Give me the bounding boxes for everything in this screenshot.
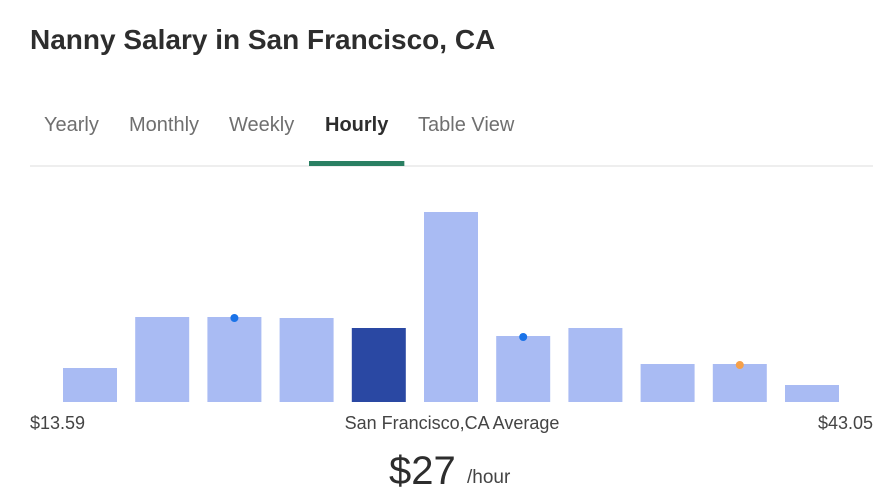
marker-dot [735, 361, 744, 369]
summary-unit: /hour [467, 467, 511, 488]
tab[interactable]: Hourly [325, 114, 389, 136]
tab-bar: Yearly Monthly Weekly Hourly Table View [44, 114, 515, 166]
center-label: San Francisco,CA Average [345, 413, 560, 433]
histogram [63, 212, 839, 402]
bar [351, 328, 406, 402]
page-title: Nanny Salary in San Francisco, CA [30, 24, 495, 55]
max-label: $43.05 [818, 413, 873, 433]
marker-dot [230, 314, 239, 322]
bar [63, 368, 117, 402]
bar [568, 328, 623, 402]
bar [207, 317, 262, 402]
bar [712, 364, 767, 402]
tab[interactable]: Table View [418, 114, 515, 136]
summary-value: $27 [389, 449, 456, 493]
bar [135, 317, 190, 402]
bar [279, 318, 334, 402]
tab[interactable]: Yearly [44, 114, 99, 136]
min-label: $13.59 [30, 413, 85, 433]
bar [424, 212, 478, 402]
bar [496, 336, 551, 402]
marker-dot [519, 333, 528, 341]
bar [640, 364, 695, 402]
tab[interactable]: Weekly [229, 114, 294, 136]
tab-underline [309, 161, 405, 166]
bar [785, 385, 839, 402]
tab[interactable]: Monthly [129, 114, 199, 136]
